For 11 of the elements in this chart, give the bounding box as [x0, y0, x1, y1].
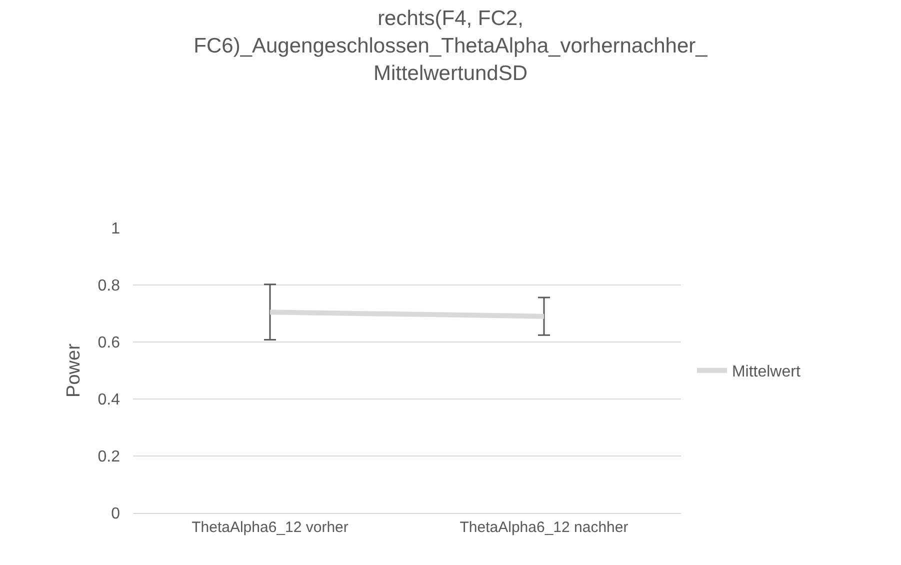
y-tick-label: 0.6 — [98, 334, 120, 352]
y-tick-label: 0 — [111, 506, 120, 523]
y-axis-title: Power — [64, 342, 85, 398]
chart-title: rechts(F4, FC2, FC6)_Augengeschlossen_ThetaAlpha_vorhernachher_ MittelwertundSD — [194, 7, 708, 85]
x-tick-label: ThetaAlpha6_12 vorher — [192, 519, 348, 536]
legend-label: Mittelwert — [732, 364, 801, 381]
y-tick-label: 0.2 — [98, 448, 120, 466]
x-tick-label: ThetaAlpha6_12 nachher — [460, 519, 628, 536]
y-tick-label: 0.4 — [98, 392, 120, 409]
y-tick-label: 1 — [111, 220, 120, 238]
y-tick-label: 0.8 — [98, 278, 120, 295]
